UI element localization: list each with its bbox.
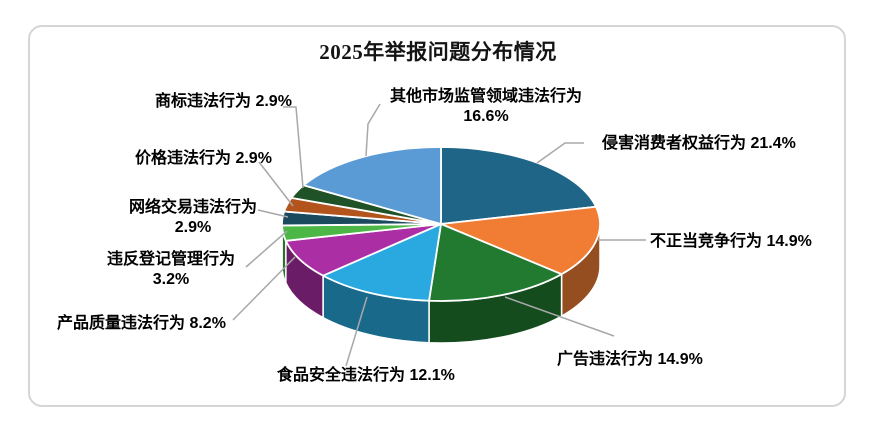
leader-line-8	[283, 106, 304, 189]
pie-label-1: 不正当竞争行为 14.9%	[650, 232, 812, 252]
leader-line-6	[257, 209, 289, 218]
pie-label-line: 广告违法行为 14.9%	[557, 351, 703, 368]
pie-label-line: 3.2%	[152, 271, 190, 288]
pie-label-line: 侵害消费者权益行为 21.4%	[602, 135, 796, 152]
leader-line-7	[258, 161, 294, 207]
pie-slice-9	[302, 146, 442, 225]
pie-slice-0	[440, 146, 597, 225]
pie-label-line: 食品安全违法行为 12.1%	[277, 367, 455, 384]
pie-label-8: 商标违法行为 2.9%	[155, 92, 292, 112]
leader-line-4	[232, 256, 296, 321]
pie-label-line: 16.6%	[463, 108, 509, 125]
pie-label-5: 违反登记管理行为 3.2%	[96, 250, 246, 290]
pie-slice-1	[440, 205, 601, 276]
pie-label-line: 不正当竞争行为 14.9%	[650, 233, 812, 250]
pie-label-line: 商标违法行为 2.9%	[155, 93, 292, 110]
pie-label-line: 网络交易违法行为	[128, 199, 257, 216]
pie-label-6: 网络交易违法行为 2.9%	[118, 198, 268, 238]
leader-line-5	[245, 230, 288, 268]
leader-line-2	[504, 296, 615, 337]
pie-label-0: 侵害消费者权益行为 21.4%	[602, 134, 796, 154]
pie-label-4: 产品质量违法行为 8.2%	[57, 314, 226, 334]
pie-slice-2	[428, 223, 563, 302]
pie-label-2: 广告违法行为 14.9%	[557, 350, 703, 370]
pie-label-7: 价格违法行为 2.9%	[135, 149, 272, 169]
leader-line-3	[345, 296, 368, 367]
pie-label-line: 价格违法行为 2.9%	[135, 150, 272, 167]
leader-line-9	[365, 103, 381, 157]
pie-label-9: 其他市场监管领域违法行为 16.6%	[371, 87, 601, 127]
pie-label-3: 食品安全违法行为 12.1%	[277, 366, 455, 386]
pie-label-line: 产品质量违法行为 8.2%	[57, 315, 226, 332]
pie-label-line: 2.9%	[174, 219, 212, 236]
pie-label-line: 违反登记管理行为	[106, 251, 235, 268]
pie-slice-3	[322, 223, 442, 302]
pie-label-line: 其他市场监管领域违法行为	[389, 88, 582, 105]
leader-line-0	[536, 142, 584, 164]
chart-title: 2025年举报问题分布情况	[319, 40, 557, 64]
